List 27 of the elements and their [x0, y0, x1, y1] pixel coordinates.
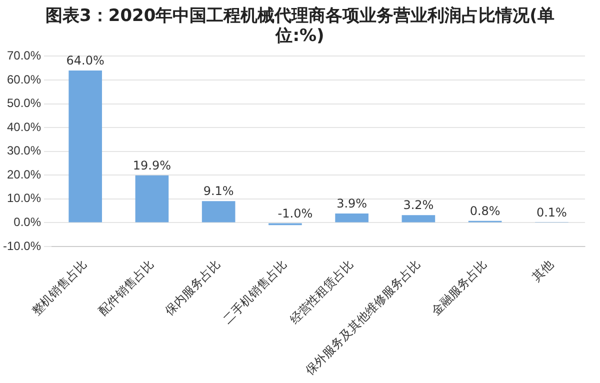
bar — [68, 70, 102, 222]
x-tick-label: 配件销售占比 — [96, 257, 156, 318]
data-label: 9.1% — [203, 184, 234, 198]
data-label: 3.9% — [336, 196, 368, 211]
x-tick-label: 金融服务占比 — [428, 257, 490, 318]
bar — [202, 201, 236, 222]
y-tick-label: 50.0% — [6, 96, 42, 110]
y-tick-label: 30.0% — [6, 144, 42, 158]
chart-title: 图表3：2020年中国工程机械代理商各项业务营业利润占比情况(单位:%) — [44, 5, 556, 46]
data-label: 0.1% — [536, 205, 567, 220]
bar — [335, 213, 368, 222]
bar — [135, 175, 169, 222]
y-tick-label: 70.0% — [6, 48, 42, 63]
y-tick-label: 60.0% — [6, 72, 42, 86]
bar — [402, 215, 436, 222]
data-label: 64.0% — [66, 54, 104, 68]
x-tick-label: 整机销售占比 — [28, 257, 90, 318]
data-label: 19.9% — [132, 158, 172, 173]
y-tick-label: 10.0% — [6, 191, 42, 206]
data-label: 0.8% — [470, 204, 500, 218]
x-tick-label: 其他 — [529, 257, 556, 284]
data-label: -1.0% — [278, 206, 313, 220]
y-tick-label: 40.0% — [6, 120, 42, 134]
y-tick-label: 20.0% — [6, 167, 42, 182]
y-tick-label: 0.0% — [14, 215, 42, 230]
y-tick-label: -10.0% — [2, 238, 42, 253]
data-label: 3.2% — [403, 198, 434, 212]
